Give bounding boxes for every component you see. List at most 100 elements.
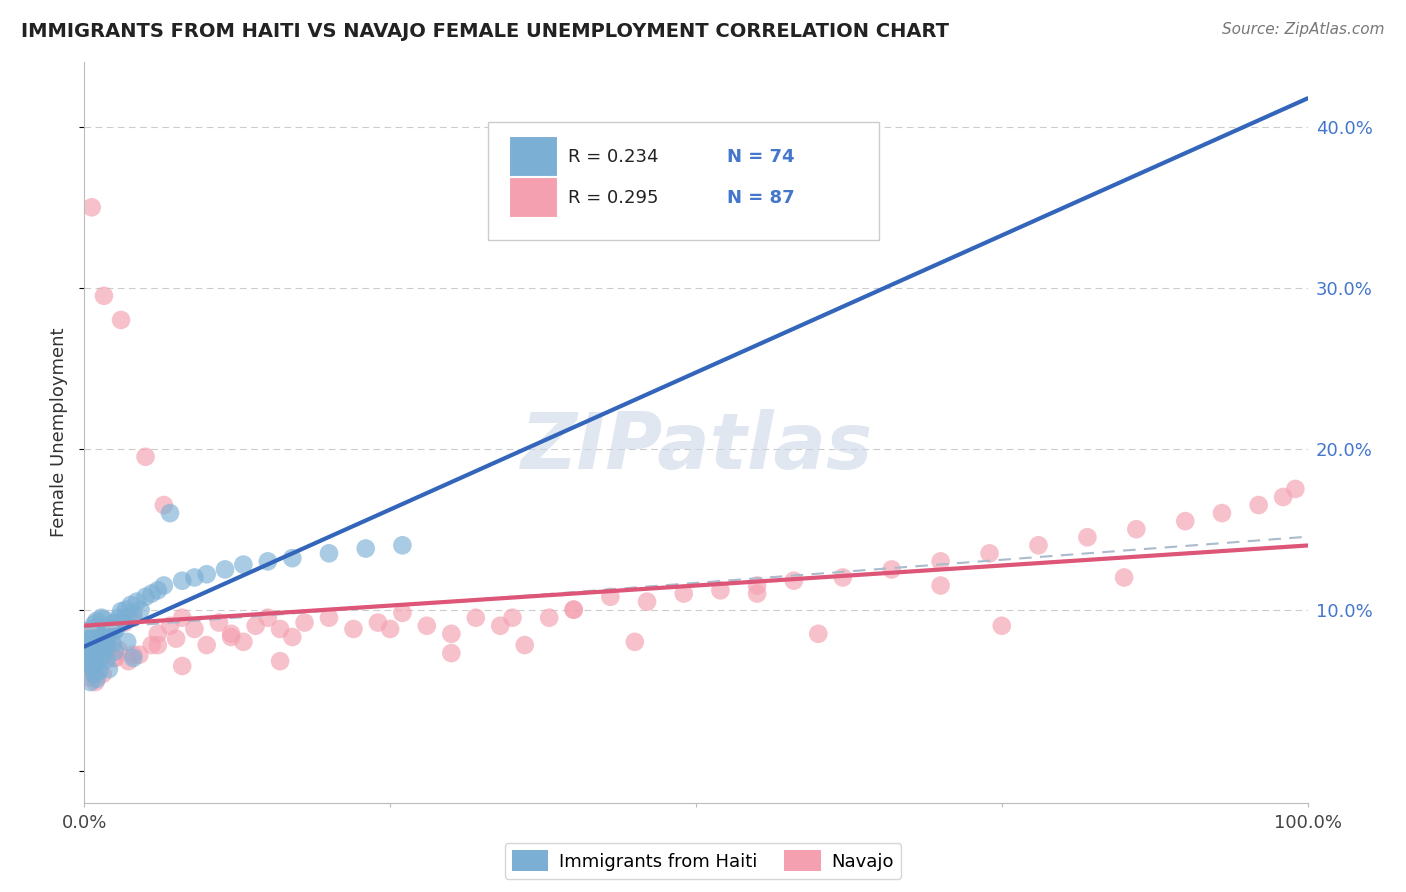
Point [122,610,145,624]
Point [84,675,107,690]
Point [89,628,111,642]
Point [599,590,621,604]
Point [107,610,129,624]
Point [87,620,110,634]
Point [929,578,952,592]
Point [115,635,138,649]
Point [83,617,105,632]
Point [183,622,205,636]
Point [79,675,101,690]
Point [96,630,118,644]
Point [77,635,100,649]
Point [380,622,402,636]
Point [77,648,100,662]
Point [97,622,120,636]
Point [104,615,127,630]
Y-axis label: Female Unemployment: Female Unemployment [51,328,69,537]
Legend: Immigrants from Haiti, Navajo: Immigrants from Haiti, Navajo [505,843,901,879]
Point [82,660,104,674]
Point [135,450,157,464]
Point [159,619,181,633]
Point [105,622,128,636]
Point [146,638,169,652]
Point [245,619,267,633]
Point [110,604,132,618]
Point [367,615,389,630]
Point [172,574,194,588]
Point [77,659,100,673]
Point [122,606,145,620]
Point [87,641,110,656]
Point [97,662,120,676]
Point [172,610,194,624]
Point [831,570,853,584]
Point [538,610,561,624]
Point [135,590,157,604]
Point [440,627,463,641]
Point [125,594,148,608]
Point [1174,514,1197,528]
Point [93,289,115,303]
Point [117,654,139,668]
Point [97,636,120,650]
Point [269,654,291,668]
Point [195,567,218,582]
Point [76,643,98,657]
Point [87,619,110,633]
Point [86,672,108,686]
Point [562,602,585,616]
Point [84,625,107,640]
Point [93,635,115,649]
Point [93,612,115,626]
Point [86,640,108,654]
Point [747,586,769,600]
Point [96,638,118,652]
Point [80,656,103,670]
Point [636,594,658,608]
Point [89,649,111,664]
Point [342,622,364,636]
Point [991,619,1014,633]
Point [318,610,340,624]
Point [232,558,254,572]
Point [979,546,1001,560]
Point [104,651,127,665]
Point [79,638,101,652]
Point [489,619,512,633]
Point [1211,506,1233,520]
Point [104,644,127,658]
Point [219,630,242,644]
Point [1028,538,1050,552]
Point [90,610,112,624]
Point [80,651,103,665]
Point [100,622,122,636]
Point [83,667,105,681]
Point [103,625,125,640]
Point [82,632,104,646]
Point [783,574,806,588]
Point [77,670,100,684]
Point [91,624,114,638]
Point [97,630,120,644]
Point [141,638,163,652]
Point [80,622,103,636]
Point [141,586,163,600]
Point [354,541,377,556]
Point [153,498,176,512]
Point [87,654,110,668]
Point [110,313,132,327]
Point [82,643,104,657]
Point [101,636,124,650]
Point [114,615,136,630]
Point [165,632,187,646]
Point [232,635,254,649]
Text: N = 74: N = 74 [727,148,794,166]
Point [257,554,280,568]
Point [257,610,280,624]
Point [195,638,218,652]
Point [214,562,236,576]
Point [89,651,111,665]
Point [159,506,181,520]
Point [146,627,169,641]
Point [183,570,205,584]
